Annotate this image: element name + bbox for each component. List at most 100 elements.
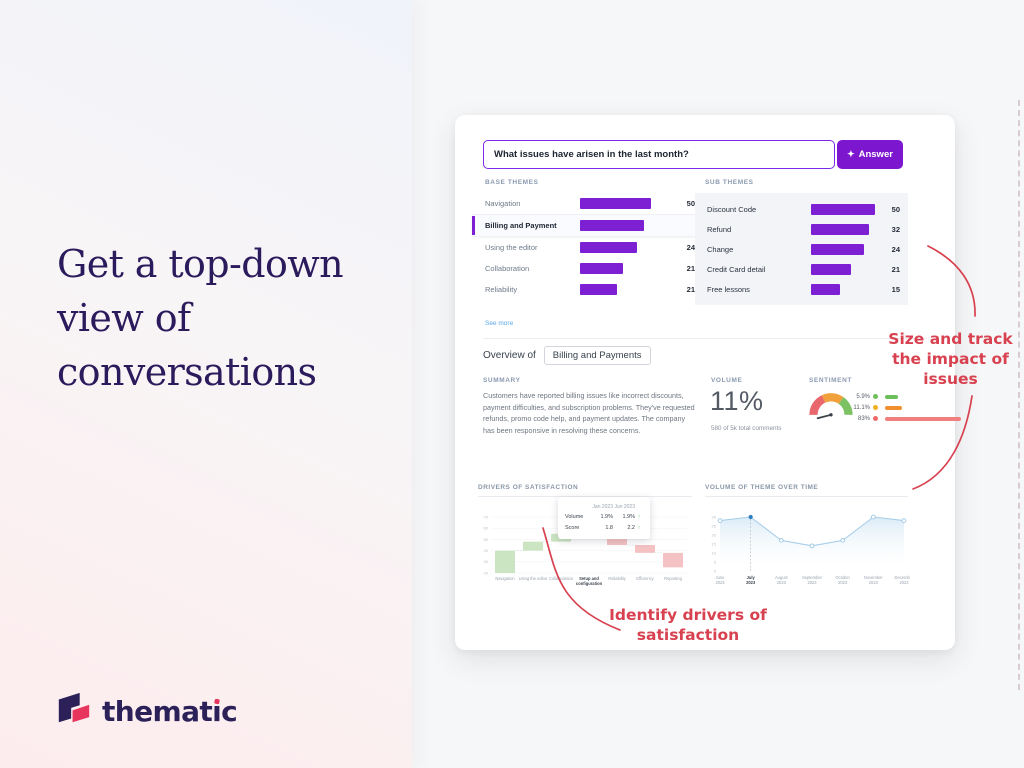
tooltip-metric: Score — [565, 525, 580, 531]
sentiment-legend-row: 11.1% — [851, 402, 961, 413]
theme-name: Navigation — [485, 199, 521, 208]
sub-theme-name: Discount Code — [707, 204, 757, 214]
sentiment-pct: 5.9% — [856, 393, 870, 400]
svg-text:December2023: December2023 — [895, 575, 910, 585]
svg-text:Using the editor: Using the editor — [519, 576, 548, 581]
sub-theme-name: Free lessons — [707, 284, 750, 294]
page-title: Get a top-down view of conversations — [57, 242, 344, 394]
svg-text:30: 30 — [712, 514, 717, 519]
sub-theme-bar-fill — [811, 283, 840, 295]
svg-text:Efficiency: Efficiency — [636, 576, 654, 581]
sub-theme-name: Credit Card detail — [707, 264, 766, 274]
theme-bar — [580, 242, 675, 253]
volume-caption: 580 of 5k total comments — [711, 425, 782, 432]
sub-theme-row[interactable]: Credit Card detail 21 — [695, 259, 908, 279]
svg-text:0: 0 — [714, 568, 717, 573]
theme-row[interactable]: Reliability 21 — [472, 279, 695, 300]
summary-label: SUMMARY — [483, 377, 521, 384]
sub-theme-row[interactable]: Free lessons 15 — [695, 279, 908, 299]
sub-theme-bar — [811, 243, 872, 255]
sub-theme-name: Change — [707, 244, 734, 254]
dashboard-card: ✦ Answer BASE THEMES SUB THEMES Navigati… — [455, 115, 961, 650]
sentiment-dot — [873, 416, 878, 421]
svg-text:Reliability: Reliability — [608, 576, 626, 581]
sub-theme-bar — [811, 203, 875, 215]
sentiment-legend-row: 83% — [851, 413, 961, 424]
section-divider — [483, 338, 927, 339]
volume-value: 11% — [710, 386, 764, 416]
sub-theme-bar — [811, 283, 872, 295]
tooltip-cell — [565, 502, 591, 512]
svg-text:60: 60 — [484, 526, 489, 531]
sentiment-bar — [885, 405, 902, 410]
sub-theme-bar — [811, 223, 872, 235]
sub-theme-row[interactable]: Refund 32 — [695, 219, 908, 239]
theme-row[interactable]: Using the editor 24 — [472, 237, 695, 258]
theme-bar-fill — [580, 284, 617, 295]
question-input[interactable] — [483, 140, 835, 169]
theme-bar — [580, 284, 675, 295]
svg-text:25: 25 — [712, 523, 717, 528]
see-more-link[interactable]: See more — [485, 320, 514, 327]
sub-theme-bar — [811, 263, 872, 275]
brand-wordmark: thematıc — [102, 695, 238, 728]
overview-theme-chip[interactable]: Billing and Payments — [543, 346, 651, 365]
svg-text:Navigation: Navigation — [495, 576, 515, 581]
theme-bar-fill — [580, 198, 651, 209]
theme-bar — [580, 198, 675, 209]
svg-text:configuration: configuration — [576, 581, 603, 586]
theme-row[interactable]: Collaboration 21 — [472, 258, 695, 279]
tooltip-cell: Jun 2023 — [614, 504, 635, 510]
overview-row: Overview of Billing and Payments — [483, 346, 651, 365]
theme-bar-fill — [580, 263, 624, 274]
trend-up-icon: ↑ — [637, 525, 641, 531]
sub-theme-bar-fill — [811, 243, 865, 255]
sentiment-dot — [873, 394, 878, 399]
sub-theme-name: Refund — [707, 224, 732, 234]
theme-row[interactable]: Navigation 50 — [472, 193, 695, 214]
summary-text: Customers have reported billing issues l… — [483, 391, 695, 435]
sentiment-legend: 5.9% 11.1% 83% — [851, 391, 961, 424]
tooltip-metric: Volume — [565, 514, 584, 520]
sub-theme-row[interactable]: Discount Code 50 — [695, 199, 908, 219]
answer-button[interactable]: ✦ Answer — [837, 140, 903, 169]
brand-logo: thematıc — [55, 690, 238, 733]
sub-theme-bar-fill — [811, 203, 875, 215]
thematic-logo-icon — [55, 690, 93, 733]
theme-bar-fill — [580, 220, 644, 231]
base-themes-list: Navigation 50 Billing and Payment Using the… — [472, 193, 695, 300]
theme-row[interactable]: Billing and Payment — [472, 214, 695, 237]
svg-text:30: 30 — [484, 559, 489, 564]
drivers-chart-title: DRIVERS OF SATISFACTION — [478, 484, 692, 497]
svg-text:50: 50 — [484, 537, 489, 542]
sentiment-gauge — [805, 388, 857, 426]
drivers-chart: 20 30 40 50 60 70 Navigation Using the editor Co… — [478, 497, 692, 607]
tooltip-cell: Jan 2023 — [592, 504, 613, 510]
sub-theme-count: 15 — [891, 284, 900, 294]
query-bar: ✦ Answer — [483, 140, 903, 169]
sentiment-pct: 11.1% — [853, 404, 870, 411]
annotation-drivers-text: Identify drivers of satisfaction — [609, 606, 767, 644]
sentiment-legend-row: 5.9% — [851, 391, 961, 402]
theme-count: 21 — [686, 285, 695, 294]
sub-theme-count: 32 — [891, 224, 900, 234]
waterfall-tooltip: Jan 2023 Jun 2023 Volume 1.9% 1.9% ↑ Score 1.8 2… — [558, 497, 650, 539]
left-panel: Get a top-down view of conversations the… — [0, 0, 412, 768]
tooltip-row: Volume 1.9% 1.9% ↑ — [565, 512, 643, 523]
theme-count: 21 — [686, 264, 695, 273]
tooltip-cell — [635, 502, 643, 512]
answer-button-label: Answer — [858, 149, 893, 160]
theme-bar-fill — [580, 242, 637, 253]
theme-name: Reliability — [485, 285, 518, 294]
sub-theme-bar-fill — [811, 263, 852, 275]
theme-count: 24 — [686, 243, 695, 252]
page-edge-dashes — [1018, 100, 1020, 690]
sub-theme-row[interactable]: Change 24 — [695, 239, 908, 259]
volume-over-time-chart: 0 5 10 15 20 25 30 June 2023 July 2023 August 2023 Se… — [705, 497, 910, 607]
annotation-issues-text: Size and track the impact of issues — [888, 330, 1013, 388]
